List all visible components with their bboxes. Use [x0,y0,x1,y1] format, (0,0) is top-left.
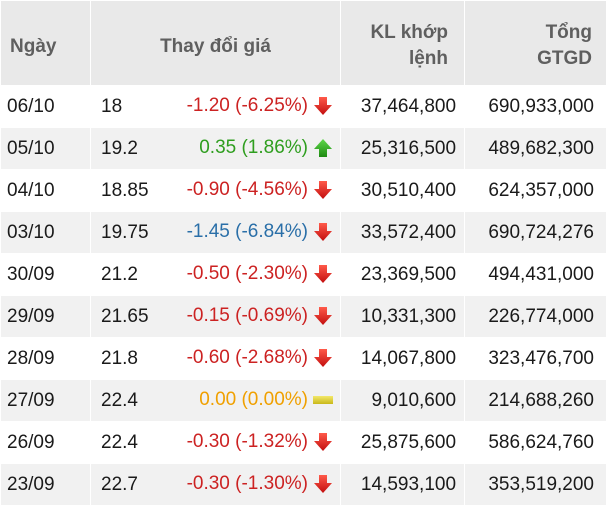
change-value: -1.45 (-6.84%) [186,221,309,243]
table-row: 05/10 19.2 0.35 (1.86%) 25,316,500 489,682,3… [0,127,606,170]
cell-change: -1.45 (-6.84%) [162,211,341,254]
table-row: 06/10 18 -1.20 (-6.25%) 37,464,800 690,933,0… [0,85,606,128]
table-row: 27/09 22.4 0.00 (0.00%) 9,010,600 214,688,26… [0,379,606,422]
change-value: -1.20 (-6.25%) [186,95,309,117]
cell-total-value: 690,933,000 [464,85,606,128]
arrow-down-icon [312,305,334,327]
change-value: -0.50 (-2.30%) [186,263,309,285]
change-value: -0.15 (-0.69%) [186,305,309,327]
cell-date: 28/09 [0,337,91,380]
table-body: 06/10 18 -1.20 (-6.25%) 37,464,800 690,933,0… [0,85,606,506]
cell-date: 06/10 [0,85,91,128]
arrow-down-icon [312,473,334,495]
cell-total-value: 323,476,700 [464,337,606,380]
cell-price: 18 [90,85,163,128]
table-header: Ngày Thay đổi giá KL khớp lệnh Tổng GTGD [0,0,606,86]
change-value: 0.35 (1.86%) [199,137,309,159]
table-row: 04/10 18.85 -0.90 (-4.56%) 30,510,400 624,35… [0,169,606,212]
table-row: 03/10 19.75 -1.45 (-6.84%) 33,572,400 690,72… [0,211,606,254]
header-volume-line2: lệnh [408,48,449,69]
table-row: 29/09 21.65 -0.15 (-0.69%) 10,331,300 226,77… [0,295,606,338]
cell-volume: 30,510,400 [340,169,466,212]
cell-price: 22.4 [90,379,163,422]
table-row: 23/09 22.7 -0.30 (-1.30%) 14,593,100 353,519… [0,463,606,506]
cell-total-value: 690,724,276 [464,211,606,254]
cell-price: 22.4 [90,421,163,464]
cell-volume: 14,593,100 [340,463,466,506]
cell-total-value: 586,624,760 [464,421,606,464]
change-value: -0.90 (-4.56%) [186,179,309,201]
cell-date: 05/10 [0,127,91,170]
cell-change: -1.20 (-6.25%) [162,85,341,128]
cell-date: 23/09 [0,463,91,506]
cell-date: 03/10 [0,211,91,254]
cell-change: 0.00 (0.00%) [162,379,341,422]
cell-volume: 23,369,500 [340,253,466,296]
cell-date: 26/09 [0,421,91,464]
cell-volume: 25,875,600 [340,421,466,464]
cell-date: 29/09 [0,295,91,338]
change-value: 0.00 (0.00%) [199,389,309,411]
cell-date: 04/10 [0,169,91,212]
arrow-down-icon [312,179,334,201]
cell-volume: 14,067,800 [340,337,466,380]
arrow-up-icon [312,137,334,159]
cell-change: -0.50 (-2.30%) [162,253,341,296]
cell-change: -0.15 (-0.69%) [162,295,341,338]
cell-change: -0.90 (-4.56%) [162,169,341,212]
cell-total-value: 226,774,000 [464,295,606,338]
arrow-down-icon [312,95,334,117]
cell-price: 21.65 [90,295,163,338]
header-total-value[interactable]: Tổng GTGD [464,0,606,86]
no-change-icon [312,389,334,411]
cell-date: 27/09 [0,379,91,422]
arrow-down-icon [312,347,334,369]
header-volume-line1: KL khớp [370,22,449,43]
change-value: -0.30 (-1.32%) [186,431,309,453]
header-value-line2: GTGD [537,48,593,69]
cell-volume: 37,464,800 [340,85,466,128]
cell-total-value: 494,431,000 [464,253,606,296]
cell-price: 21.8 [90,337,163,380]
cell-date: 30/09 [0,253,91,296]
cell-price: 19.75 [90,211,163,254]
cell-volume: 10,331,300 [340,295,466,338]
cell-price: 22.7 [90,463,163,506]
cell-change: 0.35 (1.86%) [162,127,341,170]
arrow-down-icon [312,221,334,243]
table-row: 30/09 21.2 -0.50 (-2.30%) 23,369,500 494,431… [0,253,606,296]
arrow-down-icon [312,263,334,285]
header-volume[interactable]: KL khớp lệnh [340,0,466,86]
cell-total-value: 214,688,260 [464,379,606,422]
change-value: -0.60 (-2.68%) [186,347,309,369]
arrow-down-icon [312,431,334,453]
cell-price: 21.2 [90,253,163,296]
table-row: 26/09 22.4 -0.30 (-1.32%) 25,875,600 586,624… [0,421,606,464]
cell-change: -0.30 (-1.30%) [162,463,341,506]
cell-price: 18.85 [90,169,163,212]
header-date[interactable]: Ngày [0,0,91,86]
cell-change: -0.30 (-1.32%) [162,421,341,464]
cell-volume: 9,010,600 [340,379,466,422]
header-price-change[interactable]: Thay đổi giá [89,0,342,86]
change-value: -0.30 (-1.30%) [186,473,309,495]
cell-total-value: 489,682,300 [464,127,606,170]
cell-total-value: 624,357,000 [464,169,606,212]
cell-change: -0.60 (-2.68%) [162,337,341,380]
header-value-line1: Tổng [545,22,593,43]
table-row: 28/09 21.8 -0.60 (-2.68%) 14,067,800 323,476… [0,337,606,380]
cell-volume: 33,572,400 [340,211,466,254]
cell-price: 19.2 [90,127,163,170]
cell-total-value: 353,519,200 [464,463,606,506]
cell-volume: 25,316,500 [340,127,466,170]
